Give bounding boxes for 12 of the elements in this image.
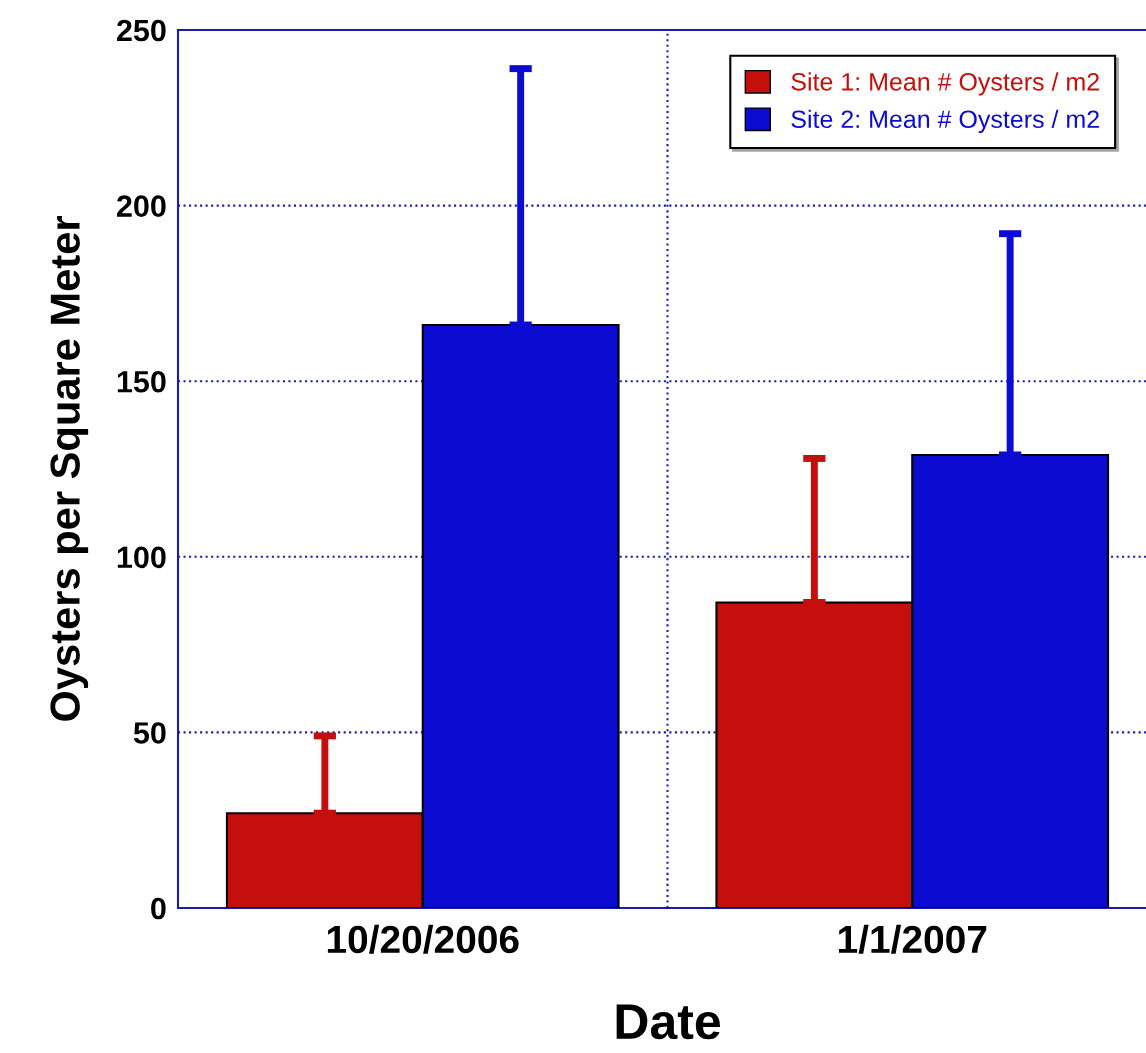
y-tick-label: 200	[116, 195, 166, 217]
legend-label: Site 2: Mean # Oysters / m2	[791, 109, 1099, 134]
x-tick-label: 10/20/2006	[327, 924, 519, 954]
y-tick-label: 150	[117, 370, 166, 393]
y-tick-label: 100	[117, 546, 166, 569]
legend-label: Site 1: Mean # Oysters / m2	[791, 72, 1099, 96]
x-tick-label: 1/1/2007	[839, 924, 987, 954]
y-tick-label: 250	[116, 19, 166, 42]
x-axis-title: Date	[616, 1004, 720, 1040]
y-axis-title: Oysters per Square Meter	[50, 216, 89, 721]
y-tick-label: 50	[133, 722, 166, 744]
y-tick-label: 0	[151, 897, 166, 920]
